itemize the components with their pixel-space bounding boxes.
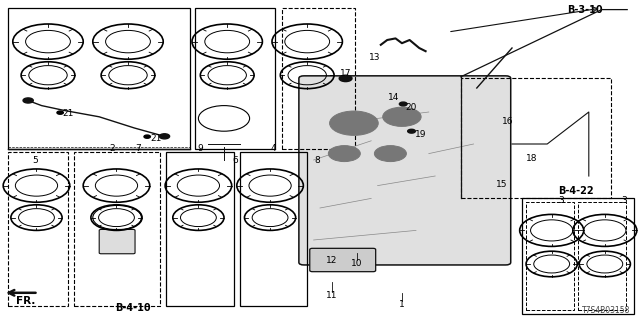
Text: 7: 7 <box>135 144 140 153</box>
Text: B-4-10: B-4-10 <box>115 303 151 313</box>
Text: 10: 10 <box>351 260 363 268</box>
Text: 8: 8 <box>314 156 319 164</box>
Text: 12: 12 <box>326 256 337 265</box>
Text: 21: 21 <box>150 134 162 143</box>
Circle shape <box>159 134 170 139</box>
Bar <box>578 202 626 310</box>
Text: 4: 4 <box>271 144 276 153</box>
Text: 21: 21 <box>63 109 74 118</box>
Bar <box>526 202 574 310</box>
Bar <box>522 198 634 314</box>
Text: 16: 16 <box>502 117 514 126</box>
Bar <box>240 152 307 306</box>
Text: 11: 11 <box>326 292 337 300</box>
Text: 3: 3 <box>558 196 564 204</box>
Text: 3: 3 <box>621 196 627 204</box>
Text: 20: 20 <box>406 103 417 112</box>
Text: B-4-22: B-4-22 <box>558 186 594 196</box>
Text: 19: 19 <box>415 130 426 139</box>
Text: 13: 13 <box>369 53 380 62</box>
Bar <box>74 152 160 306</box>
Circle shape <box>374 146 406 162</box>
Text: 9: 9 <box>198 144 203 153</box>
Text: 14: 14 <box>388 93 399 102</box>
Bar <box>8 8 190 149</box>
Circle shape <box>23 98 33 103</box>
Circle shape <box>408 129 415 133</box>
Bar <box>282 8 355 149</box>
FancyBboxPatch shape <box>310 248 376 272</box>
Text: B-3-10: B-3-10 <box>567 5 603 15</box>
Circle shape <box>144 135 150 138</box>
Bar <box>195 8 275 149</box>
Circle shape <box>383 107 421 126</box>
Text: 2: 2 <box>109 144 115 153</box>
Text: FR.: FR. <box>16 296 35 306</box>
FancyBboxPatch shape <box>299 76 511 265</box>
FancyBboxPatch shape <box>99 229 135 254</box>
Text: 6: 6 <box>233 156 238 164</box>
Text: 5: 5 <box>33 156 38 164</box>
Bar <box>8 152 68 306</box>
Text: T7S4B03158: T7S4B03158 <box>582 306 630 315</box>
Circle shape <box>330 111 378 135</box>
Text: 1: 1 <box>399 300 404 309</box>
Bar <box>461 78 611 198</box>
Circle shape <box>339 75 352 82</box>
Text: 15: 15 <box>496 180 508 188</box>
Circle shape <box>328 146 360 162</box>
Bar <box>166 152 234 306</box>
Text: 18: 18 <box>526 154 538 163</box>
Circle shape <box>399 102 407 106</box>
Text: 17: 17 <box>340 69 351 78</box>
Circle shape <box>57 111 63 114</box>
